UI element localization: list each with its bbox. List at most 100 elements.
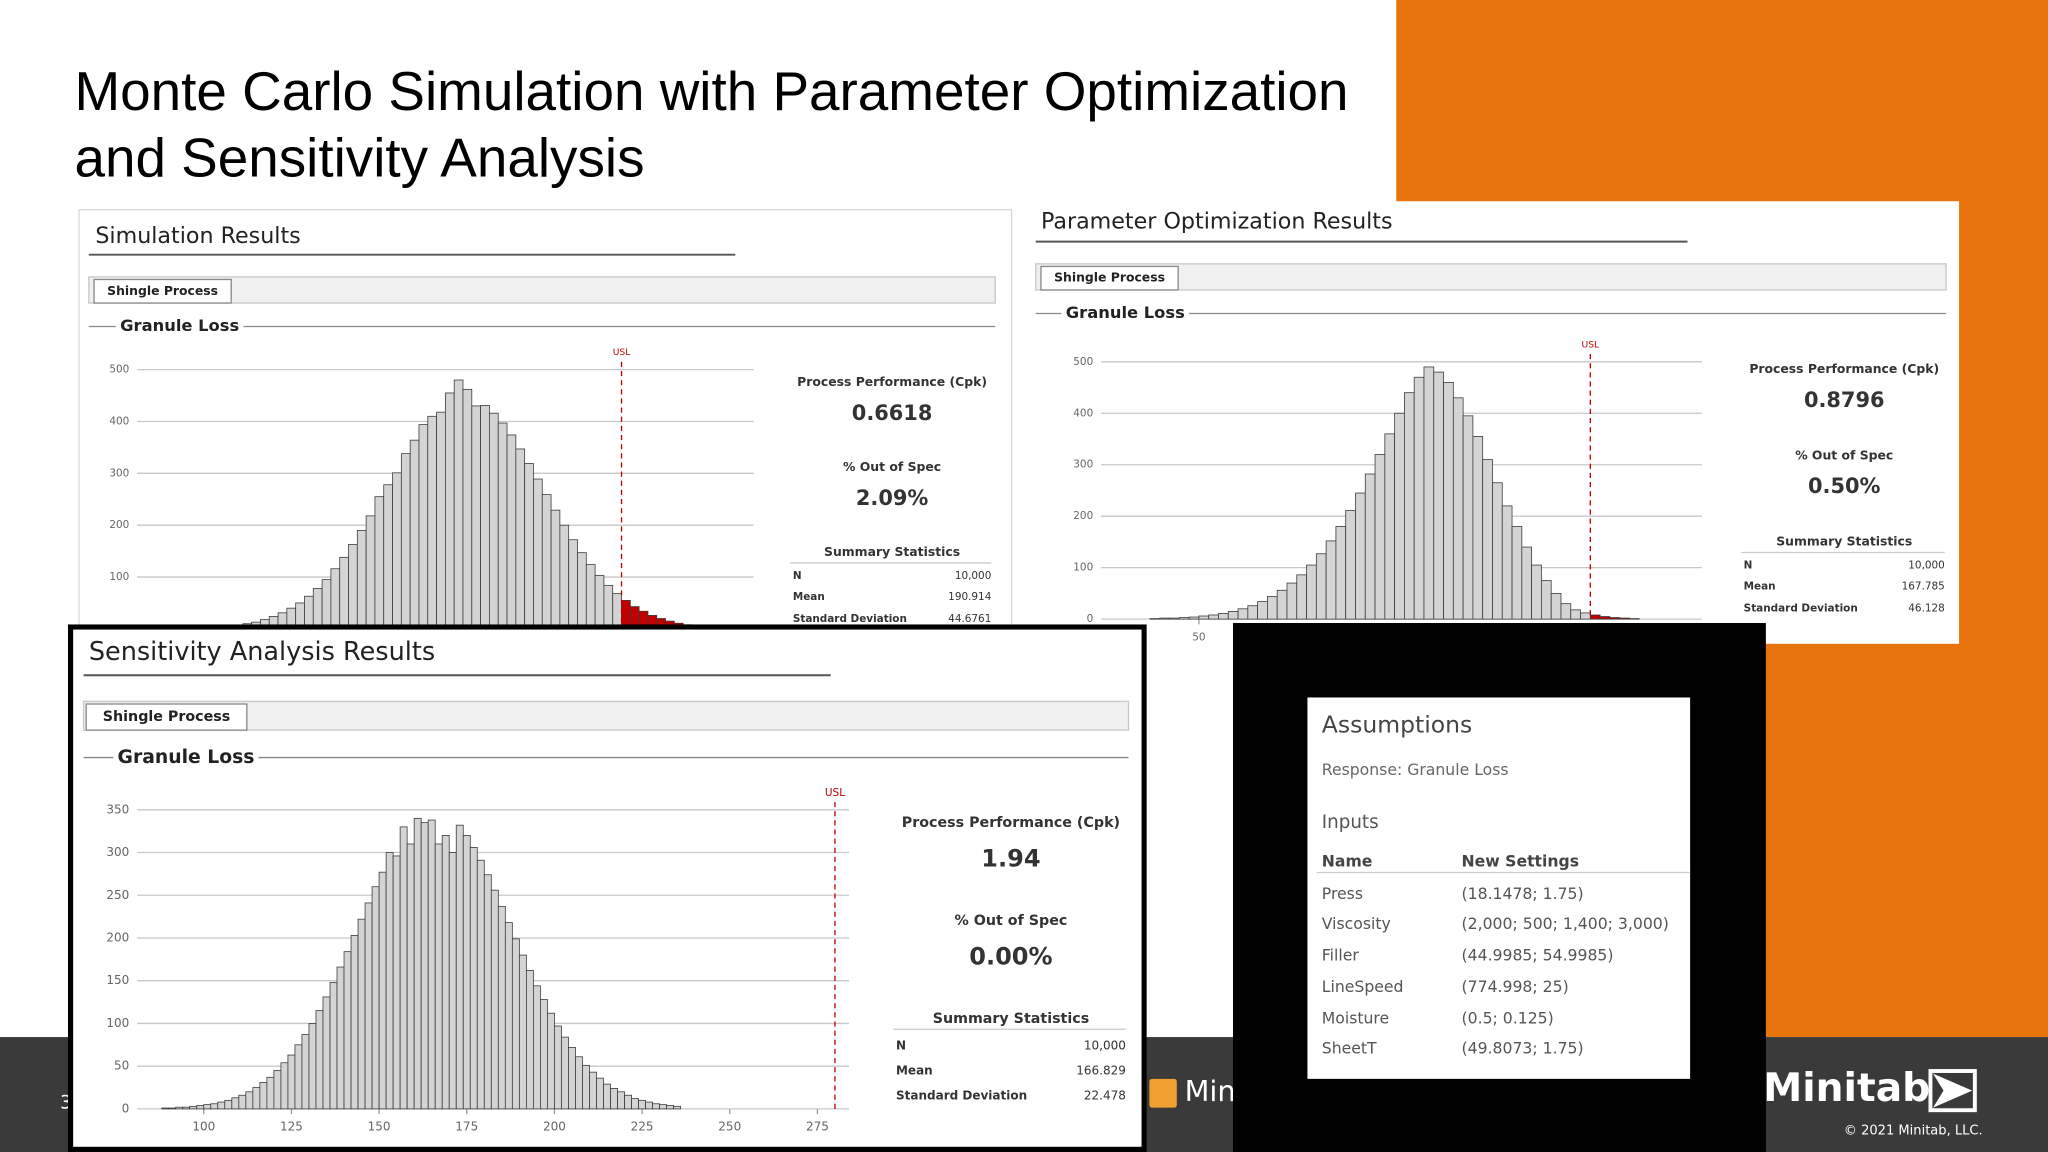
cpk-label: Process Performance (Cpk)	[797, 374, 987, 389]
histogram-bar	[455, 824, 464, 1110]
histogram-bar	[504, 922, 513, 1110]
histogram-bar	[203, 1104, 212, 1110]
histogram-bar	[392, 855, 401, 1110]
histogram-bar	[427, 415, 437, 627]
histogram-bar	[1482, 459, 1493, 620]
histogram-bar	[238, 1094, 247, 1110]
cpk-label: Process Performance (Cpk)	[902, 815, 1120, 831]
y-tick-label: 500	[109, 364, 129, 376]
histogram-bar	[554, 1025, 562, 1110]
input-name: Moisture	[1322, 1008, 1389, 1027]
histogram-bar	[610, 1087, 618, 1110]
optimization-panel: Parameter Optimization Results Shingle Pr…	[1025, 201, 1960, 644]
histogram-bar	[533, 478, 543, 627]
histogram-bar	[217, 1101, 226, 1110]
histogram-bar	[371, 886, 380, 1110]
x-tick-label: 175	[455, 1120, 478, 1134]
cpk-label: Process Performance (Cpk)	[1749, 361, 1939, 376]
histogram-bar	[168, 1107, 177, 1110]
histogram-bar	[399, 826, 408, 1110]
histogram-bar	[245, 1091, 254, 1110]
brand-arrow-frame	[1928, 1069, 1977, 1113]
tab	[85, 703, 248, 731]
stat-name: Standard Deviation	[896, 1088, 1027, 1102]
histogram-bar	[524, 463, 534, 627]
histogram-bar	[476, 859, 485, 1110]
histogram-bar	[1286, 582, 1298, 620]
x-tick-label: 225	[631, 1120, 654, 1134]
input-setting: (49.8073; 1.75)	[1462, 1038, 1584, 1057]
histogram-bar	[638, 1099, 646, 1110]
tab-bar	[1035, 263, 1947, 291]
histogram-bar	[1296, 574, 1307, 620]
panel-canvas: Parameter Optimization Results Shingle Pr…	[1025, 201, 1960, 644]
histogram-bar	[550, 509, 561, 627]
histogram-bar	[161, 1107, 170, 1110]
histogram-bar	[1218, 613, 1229, 620]
histogram-bar	[1306, 564, 1317, 620]
histogram-bar	[497, 422, 508, 627]
histogram-bar	[1452, 397, 1464, 620]
y-tick-label: 200	[109, 519, 129, 531]
histogram-bar	[547, 1012, 555, 1110]
input-setting: (44.9985; 54.9985)	[1462, 946, 1614, 965]
stat-value: 10,000	[1908, 560, 1945, 572]
tab-label: Shingle Process	[1054, 270, 1165, 285]
panel-title: Simulation Results	[95, 223, 300, 249]
x-tick-label: 100	[192, 1120, 215, 1134]
histogram-bar	[175, 1106, 184, 1110]
stat-name: Mean	[793, 591, 825, 603]
histogram-bar	[322, 996, 331, 1110]
histogram-bar	[589, 1071, 597, 1110]
y-tick-label: 200	[106, 930, 129, 944]
histogram-bar	[1570, 609, 1581, 620]
x-tick-label: 50	[1192, 631, 1205, 643]
input-setting: (774.998; 25)	[1462, 977, 1569, 996]
histogram-bar	[489, 412, 499, 627]
histogram-bar	[252, 1087, 261, 1110]
histogram-bar	[596, 1077, 604, 1110]
page-number: 3	[60, 1093, 72, 1114]
histogram-bar	[1257, 601, 1268, 620]
y-tick-label: 0	[1087, 613, 1094, 625]
histogram-bar	[336, 966, 345, 1110]
usl-label: USL	[613, 348, 631, 358]
oos-label: % Out of Spec	[843, 459, 941, 474]
histogram-bar	[378, 871, 387, 1110]
histogram-bar	[266, 1076, 275, 1110]
stat-value: 10,000	[955, 570, 992, 582]
histogram-bar	[561, 1036, 569, 1110]
histogram-bar	[594, 575, 605, 627]
section-title: Granule Loss	[118, 747, 255, 768]
histogram-bar	[1267, 596, 1278, 620]
stat-name: Standard Deviation	[1744, 603, 1858, 615]
histogram-bar	[1345, 510, 1356, 620]
histogram-bar	[541, 494, 552, 627]
y-tick-label: 150	[106, 973, 129, 987]
histogram-bar	[453, 379, 464, 627]
histogram-bar	[441, 835, 450, 1110]
histogram-bar	[1384, 433, 1396, 620]
histogram-bar	[304, 595, 314, 627]
sensitivity-panel: Sensitivity Analysis Results Shingle Proc…	[67, 624, 1147, 1152]
histogram-bar	[497, 905, 506, 1110]
y-tick-label: 300	[106, 845, 129, 859]
histogram-bar	[621, 599, 631, 627]
histogram-bar	[189, 1105, 198, 1110]
input-name: SheetT	[1322, 1038, 1377, 1057]
histogram-bar	[409, 439, 420, 627]
y-tick-label: 50	[114, 1059, 129, 1073]
histogram-bar	[1237, 608, 1249, 620]
y-tick-label: 100	[1073, 562, 1093, 574]
histogram-bar	[624, 1094, 632, 1110]
summary-title: Summary Statistics	[824, 544, 960, 559]
input-name: Press	[1322, 884, 1363, 903]
oos-value: 2.09%	[856, 486, 929, 510]
stat-name: Standard Deviation	[793, 613, 907, 625]
histogram-bar	[413, 817, 422, 1110]
histogram-bar	[617, 1091, 625, 1110]
histogram-bar	[315, 1010, 324, 1110]
stat-value: 167.785	[1902, 580, 1945, 592]
histogram-bar	[1501, 505, 1513, 620]
histogram-bar	[259, 1082, 268, 1110]
